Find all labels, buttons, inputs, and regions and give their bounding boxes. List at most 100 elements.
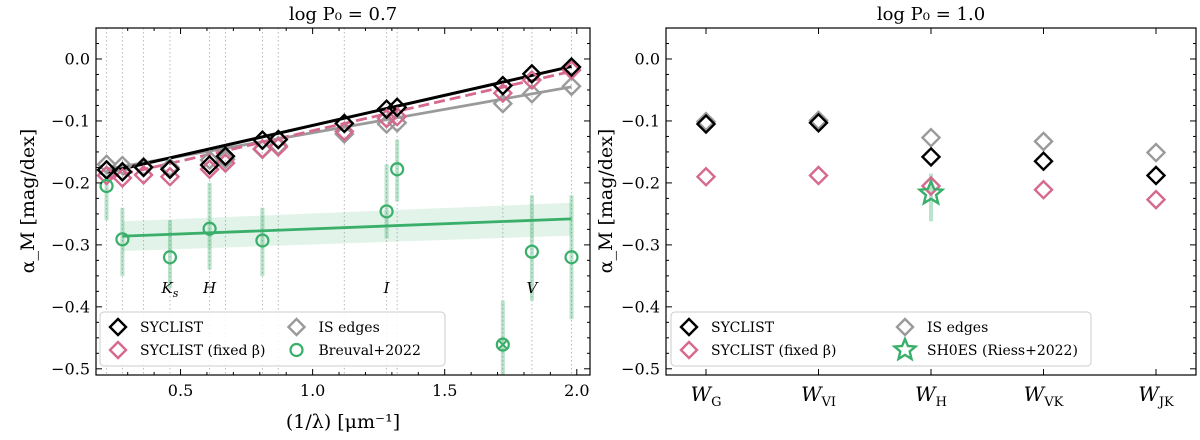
is-edges-point	[159, 157, 181, 178]
is-edges-point	[920, 127, 942, 148]
fixed-beta-point	[159, 166, 181, 187]
legend-label: Breuval+2022	[319, 343, 421, 359]
legend-label: IS edges	[927, 320, 988, 336]
x-category-label: WVI	[801, 382, 836, 410]
legend-label: SYCLIST	[140, 320, 204, 336]
legend-label: SYCLIST (fixed β)	[140, 343, 265, 359]
x-tick-label: 2.0	[564, 381, 589, 400]
right-title: log P₀ = 1.0	[877, 4, 985, 25]
legend-marker-diamond	[679, 317, 699, 337]
left-panel: log P₀ = 0.7 Ks H I V 0.5 1.0 1.5 2.0 0.0 −0.…	[17, 4, 591, 433]
x-tick-label: 0.5	[168, 381, 193, 400]
syclist-point	[561, 56, 582, 78]
legend-marker-diamond	[286, 317, 307, 337]
fixed-beta-point	[808, 165, 829, 186]
syclist-point	[334, 113, 355, 134]
band-label-v: V	[526, 279, 539, 297]
syclist-point	[252, 129, 273, 151]
right-legend: SYCLIST IS edges SYCLIST (fixed β) SH0ES (R…	[670, 311, 1092, 367]
fixed-beta-point	[920, 175, 942, 197]
x-category-label: WVK	[1024, 382, 1064, 410]
left-y-axis-label: α_M [mag/dex]	[17, 129, 39, 274]
y-tick-label: −0.5	[621, 359, 660, 378]
syclist-point	[1145, 165, 1167, 186]
x-category-label: WG	[691, 382, 722, 410]
is-edges-point	[1033, 131, 1054, 152]
left-title: log P₀ = 0.7	[289, 4, 397, 25]
left-plot-frame	[95, 27, 591, 376]
legend-marker-diamond	[895, 317, 915, 337]
breuval-point	[390, 162, 405, 177]
legend-marker-diamond	[108, 340, 128, 360]
syclist-point	[159, 159, 181, 180]
y-tick-label: −0.2	[621, 173, 660, 192]
breuval-point	[495, 337, 510, 352]
y-tick-label: −0.4	[621, 297, 660, 316]
legend-label: SYCLIST	[711, 320, 775, 336]
is-edges-point	[215, 149, 236, 170]
is-edges-point	[1145, 142, 1167, 163]
right-markers	[695, 110, 1167, 210]
breuval-point	[202, 221, 217, 236]
y-tick-label: −0.1	[51, 111, 90, 130]
is-edges-point	[521, 83, 543, 104]
breuval-point	[379, 204, 394, 219]
right-y-axis-label: α_M [mag/dex]	[595, 129, 617, 274]
y-tick-label: 0.0	[65, 49, 90, 68]
breuval-excluded-cross	[498, 339, 508, 350]
fixed-beta-point	[1033, 179, 1054, 200]
syclist-point	[268, 129, 289, 150]
fixed-beta-fit-line	[106, 70, 572, 180]
legend-frame	[99, 311, 446, 367]
syclist-point	[808, 112, 829, 134]
y-tick-label: 0.0	[635, 49, 660, 68]
is-edges-point	[334, 123, 355, 145]
left-markers	[96, 56, 582, 352]
left-band-labels: Ks H I V	[161, 279, 540, 300]
y-tick-label: −0.3	[621, 235, 660, 254]
band-label-h: H	[202, 279, 217, 297]
fixed-beta-point	[376, 108, 397, 129]
breuval-point	[564, 250, 579, 265]
fixed-beta-point	[1145, 189, 1167, 210]
left-x-axis-label: (1/λ) [μm⁻¹]	[286, 411, 400, 433]
fixed-beta-point	[133, 164, 154, 186]
is-edges-point	[808, 110, 829, 131]
fixed-beta-point	[561, 59, 582, 81]
legend-marker-diamond	[679, 340, 699, 360]
legend-label: SH0ES (Riess+2022)	[927, 343, 1078, 359]
breuval-point	[115, 232, 130, 247]
breuval-fit-line	[122, 217, 572, 238]
is-edges-point	[492, 93, 514, 114]
y-tick-label: −0.2	[51, 173, 90, 192]
band-label-ks: Ks	[161, 279, 179, 300]
is-edges-point	[695, 111, 717, 132]
x-category-label: WJK	[1138, 382, 1174, 410]
legend-marker-circle	[289, 342, 304, 358]
breuval-point	[162, 250, 178, 265]
syclist-point	[215, 146, 236, 167]
syclist-point	[521, 63, 543, 85]
x-category-label: WH	[915, 382, 947, 410]
legend-frame	[670, 311, 1092, 367]
breuval-point	[255, 233, 270, 248]
x-tick-label: 1.5	[432, 381, 457, 400]
syclist-point	[112, 161, 133, 182]
syclist-point	[1033, 151, 1054, 172]
legend-marker-diamond	[108, 317, 128, 337]
left-legend: SYCLIST IS edges SYCLIST (fixed β) Breuval+…	[99, 311, 446, 367]
y-tick-label: −0.3	[51, 235, 90, 254]
fixed-beta-point	[334, 121, 355, 142]
is-edges-point	[561, 76, 582, 97]
y-tick-label: −0.5	[51, 359, 90, 378]
fixed-beta-point	[268, 136, 289, 158]
right-panel: log P₀ = 1.0 WG WVI WH WVK WJK 0.0 −0.1 −0.2 −0.…	[595, 4, 1197, 410]
sh0es-point	[916, 178, 946, 206]
is-edges-point	[199, 149, 220, 171]
fixed-beta-point	[492, 82, 514, 104]
legend-marker-star	[891, 335, 919, 362]
x-tick-label: 1.0	[300, 381, 325, 400]
syclist-point	[386, 97, 408, 118]
band-label-i: I	[383, 279, 391, 297]
